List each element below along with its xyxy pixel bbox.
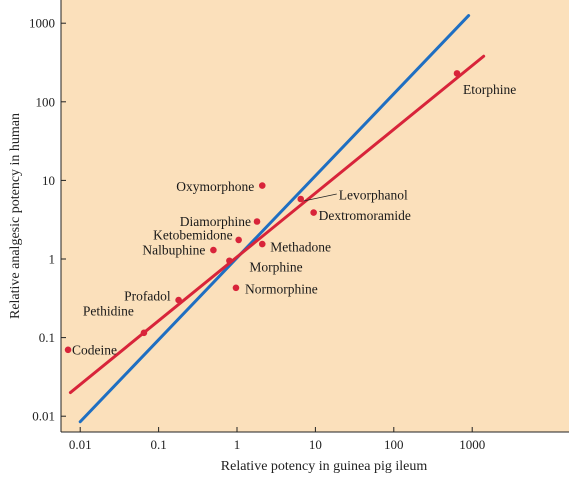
point-label-oxymorphone: Oxymorphone [176, 179, 254, 194]
y-tick-label: 0.1 [39, 330, 55, 345]
point-methadone [258, 240, 266, 248]
point-label-normorphine: Normorphine [245, 281, 318, 296]
point-label-ketobemidone: Ketobemidone [153, 227, 232, 242]
y-axis-title: Relative analgesic potency in human [8, 113, 23, 319]
point-label-profadol: Profadol [124, 289, 171, 304]
lines-layer [68, 14, 486, 424]
point-label-codeine: Codeine [72, 342, 117, 357]
x-tick-label: 1000 [459, 437, 485, 452]
point-label-levorphanol: Levorphanol [339, 187, 408, 202]
point-etorphine [453, 70, 461, 77]
point-label-diamorphine: Diamorphine [180, 214, 251, 229]
point-normorphine [232, 284, 240, 292]
point-label-dextromoramide: Dextromoramide [319, 208, 411, 223]
point-oxymorphone [258, 182, 266, 189]
point-levorphanol [297, 195, 305, 203]
y-tick-label: 10 [42, 173, 55, 188]
point-label-methadone: Methadone [270, 240, 331, 255]
x-axis-title: Relative potency in guinea pig ileum [221, 459, 428, 474]
x-tick-label: 0.1 [150, 437, 166, 452]
point-pethidine [140, 329, 148, 337]
y-tick-label: 1000 [29, 16, 55, 31]
point-label-etorphine: Etorphine [463, 82, 516, 97]
point-label-morphine: Morphine [249, 259, 302, 274]
point-ketobemidone [235, 236, 242, 244]
point-nalbuphine [210, 246, 217, 254]
levorphanol-leader-line [303, 193, 337, 202]
y-tick-label: 0.01 [32, 409, 55, 424]
x-tick-label: 0.01 [69, 437, 92, 452]
point-label-nalbuphine: Nalbuphine [142, 243, 205, 258]
x-tick-label: 100 [384, 437, 404, 452]
point-codeine [64, 346, 72, 354]
point-diamorphine [253, 218, 261, 225]
x-tick-label: 1 [234, 437, 241, 452]
point-dextromoramide [310, 209, 317, 216]
ticks-layer: 0.01 0.01 0.1 0.1 1 1 10 10 100 100 1000 1000 [29, 16, 485, 452]
y-tick-label: 1 [49, 252, 56, 267]
y-tick-label: 100 [36, 94, 56, 109]
x-tick-label: 10 [309, 437, 322, 452]
fit-line [68, 54, 486, 395]
point-morphine [226, 257, 233, 265]
identity-line [78, 14, 471, 424]
point-profadol [175, 296, 182, 304]
point-label-pethidine: Pethidine [83, 303, 134, 318]
plot-background [61, 0, 569, 432]
